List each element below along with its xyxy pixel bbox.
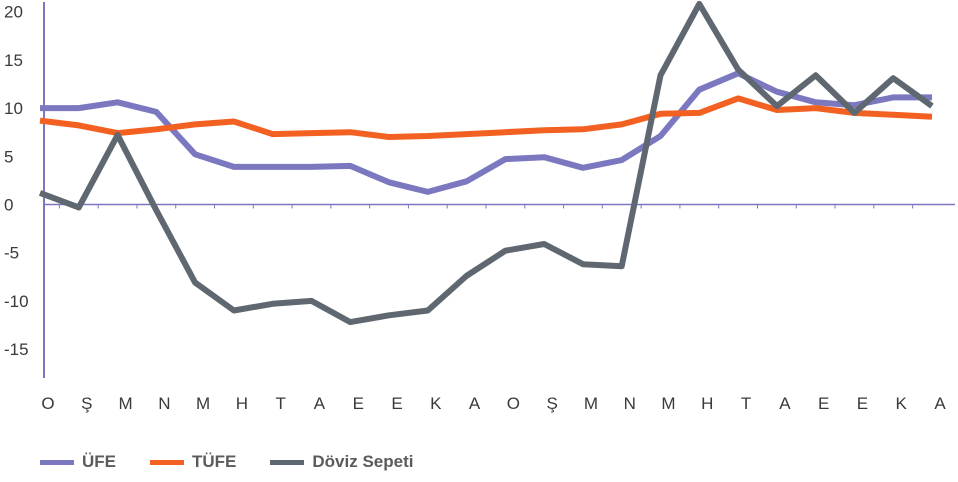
x-tick-label: M (196, 394, 210, 413)
x-tick-label: E (353, 394, 364, 413)
legend-item: ÜFE (40, 452, 116, 472)
legend-label: ÜFE (82, 452, 116, 471)
x-tick-label: A (934, 394, 946, 413)
legend-swatch (270, 459, 305, 465)
legend-item: TÜFE (150, 452, 236, 472)
x-tick-label: E (857, 394, 868, 413)
legend-swatch (40, 459, 74, 465)
x-tick-label: K (430, 394, 442, 413)
legend: ÜFE TÜFE Döviz Sepeti (40, 452, 447, 472)
x-tick-label: Ş (547, 394, 558, 413)
legend-label: Döviz Sepeti (312, 452, 414, 471)
x-tick-label: T (741, 394, 751, 413)
y-tick-label: -5 (4, 244, 19, 263)
series-line-döviz-sepeti (38, 0, 934, 326)
x-tick-label: M (584, 394, 598, 413)
x-tick-label: E (391, 394, 402, 413)
y-tick-label: -15 (4, 340, 29, 359)
x-tick-label: A (779, 394, 791, 413)
y-tick-label: 10 (4, 99, 23, 118)
series-layer (38, 0, 934, 326)
series-line-üfe (40, 70, 932, 195)
legend-item: Döviz Sepeti (270, 452, 413, 472)
x-tick-label: T (276, 394, 286, 413)
series-line-tüfe (39, 95, 933, 140)
y-tick-label: 15 (4, 51, 23, 70)
x-tick-label: E (818, 394, 829, 413)
x-tick-label: N (624, 394, 636, 413)
y-tick-label: -10 (4, 292, 29, 311)
y-tick-label: 0 (4, 195, 13, 214)
y-tick-label: 20 (4, 3, 23, 22)
x-tick-label: H (236, 394, 248, 413)
y-tick-label: 5 (4, 147, 13, 166)
legend-label: TÜFE (192, 452, 237, 471)
x-tick-label: A (469, 394, 481, 413)
x-tick-label: M (661, 394, 675, 413)
line-chart: 20 15 10 5 0 -5 -10 -15 O Ş M N M H T A E E K A O Ş M N M H T A E E K… (4, 0, 955, 413)
x-tick-label: Ş (81, 394, 92, 413)
x-tick-label: K (896, 394, 908, 413)
y-axis-ticks: 20 15 10 5 0 -5 -10 -15 (4, 3, 29, 359)
x-tick-label: H (701, 394, 713, 413)
x-tick-label: A (314, 394, 326, 413)
x-tick-label: M (118, 394, 132, 413)
x-tick-label: O (507, 394, 520, 413)
x-axis-minor-ticks (58, 204, 914, 209)
x-tick-label: O (41, 394, 54, 413)
x-tick-label: N (158, 394, 170, 413)
legend-swatch (150, 459, 184, 465)
